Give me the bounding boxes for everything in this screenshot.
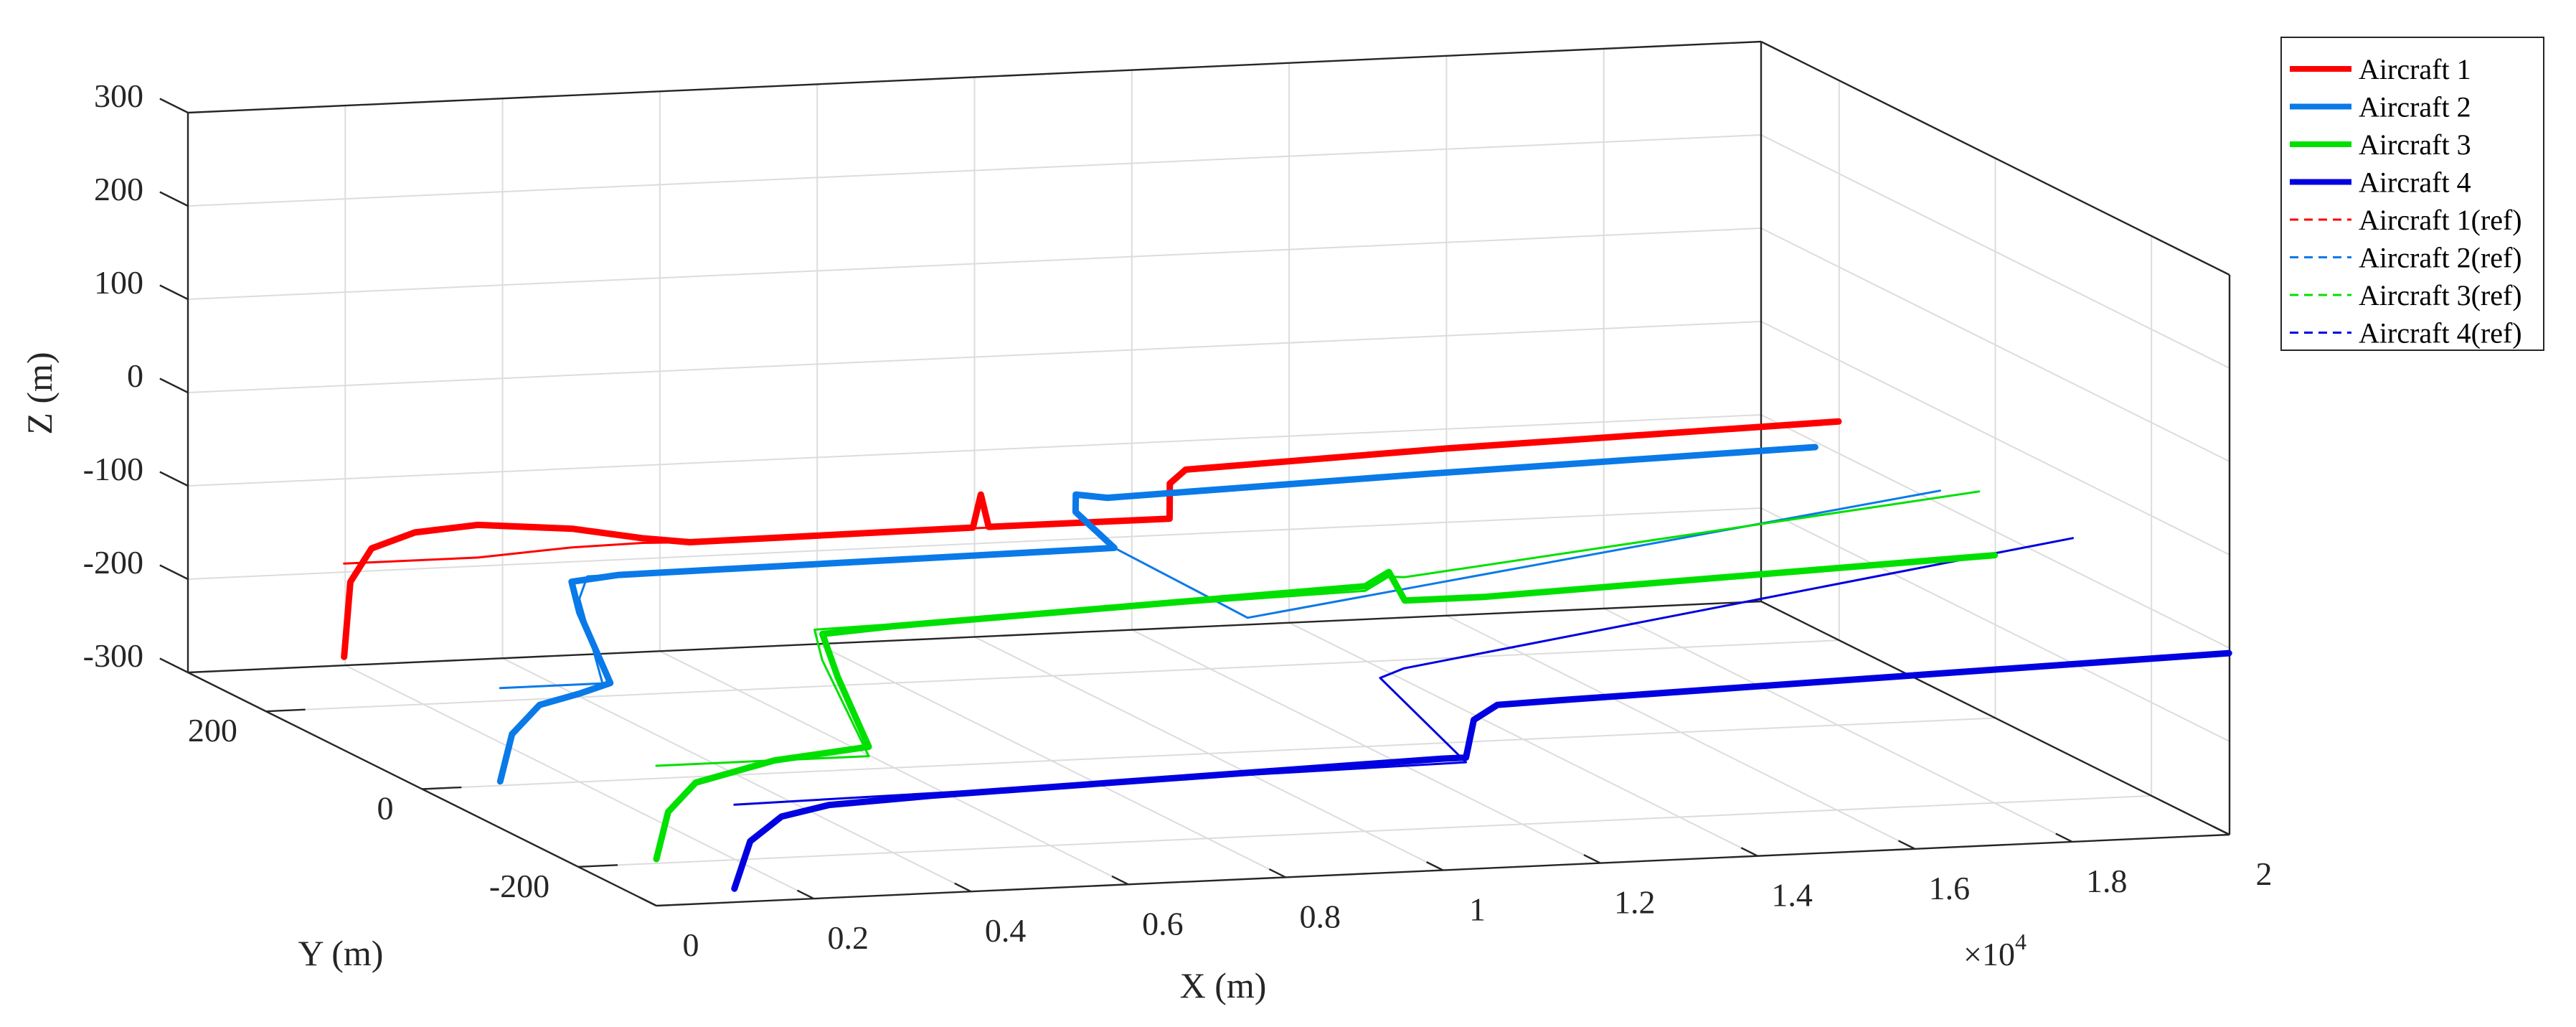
z-tick-mark (159, 657, 189, 674)
y-tick-mark (578, 864, 618, 868)
legend-label-aircraft-4: Aircraft 4 (2359, 167, 2471, 199)
legend-label-aircraft-3: Aircraft 3 (2359, 128, 2471, 161)
legend-label-aircraft-2-ref: Aircraft 2(ref) (2359, 242, 2522, 274)
x-tick-label: 1.6 (1929, 870, 1971, 906)
grid-line-z-back (187, 507, 1762, 580)
z-tick-label: -100 (83, 451, 143, 487)
grid-line-z-side (1760, 228, 2230, 462)
x-tick-mark (1111, 875, 1129, 886)
x-tick-label: 0 (683, 927, 699, 963)
x-tick-label: 0.6 (1142, 905, 1184, 942)
x-tick-mark (1740, 847, 1758, 857)
frame-edge (187, 40, 1762, 114)
legend-label-aircraft-3-ref: Aircraft 3(ref) (2359, 279, 2522, 311)
x-tick-mark (1898, 840, 1915, 850)
x-tick-mark (639, 896, 657, 907)
series-line-aircraft-1 (341, 418, 1842, 660)
grid-line-z-side (1760, 321, 2230, 555)
grid-line-z-side (1760, 134, 2230, 369)
x-tick-label: 1.2 (1614, 884, 1656, 921)
legend-label-aircraft-4-ref: Aircraft 4(ref) (2359, 317, 2522, 350)
grid-line-z-back (187, 321, 1762, 393)
z-tick-mark (159, 471, 189, 487)
z-tick-mark (159, 284, 189, 301)
legend-box (2280, 37, 2544, 351)
grid-line-y-floor (578, 794, 2152, 868)
legend-label-aircraft-1: Aircraft 1 (2359, 53, 2471, 85)
frame-edge (187, 600, 1762, 674)
x-tick-mark (1426, 861, 1444, 871)
z-tick-label: 0 (127, 357, 143, 394)
z-tick-mark (159, 377, 189, 394)
series-line-aircraft-3 (653, 552, 1999, 863)
grid-line-z-back (187, 228, 1762, 300)
grid-line-z-back (187, 134, 1762, 207)
legend-label-aircraft-1-ref: Aircraft 1(ref) (2359, 204, 2522, 236)
x-tick-mark (954, 882, 972, 893)
y-axis-label: Y (m) (298, 933, 384, 973)
z-tick-mark (159, 564, 189, 581)
x-tick-label: 0.8 (1299, 898, 1341, 934)
x-tick-mark (1268, 868, 1286, 878)
grid-line-y-floor (265, 639, 1839, 713)
grid-line-z-side (1760, 414, 2230, 649)
z-tick-label: -200 (83, 544, 143, 581)
z-tick-label: 300 (94, 78, 143, 114)
y-tick-label: -200 (489, 868, 549, 904)
y-tick-mark (265, 708, 306, 713)
series-line-aircraft-2 (496, 444, 1818, 785)
axis-ticks: 0 0.2 0.4 0.6 0.8 1 1.2 1.4 1.6 1.8 2 -200 0 200 -300 -… (83, 78, 2273, 963)
series-line-aircraft-4 (731, 650, 2232, 892)
grid-line-z-back (187, 414, 1762, 487)
x-tick-label: 0.2 (828, 919, 869, 956)
x-tick-label: 1.4 (1771, 877, 1813, 914)
grid-line-z-side (1760, 507, 2230, 742)
z-axis-label: Z (m) (19, 352, 60, 434)
z-tick-mark (159, 98, 189, 114)
x-tick-label: 1.8 (2086, 863, 2128, 899)
y-tick-mark (422, 786, 462, 790)
x-tick-label: 0.4 (985, 912, 1027, 949)
grid-line-y-floor (422, 717, 1996, 790)
x-tick-label: 1 (1469, 891, 1486, 928)
x-tick-mark (2055, 833, 2073, 843)
x-axis-label: X (m) (1180, 965, 1267, 1005)
legend-label-aircraft-2: Aircraft 2 (2359, 91, 2471, 123)
x-tick-mark (2212, 825, 2230, 836)
z-tick-mark (159, 191, 189, 207)
y-tick-label: 200 (188, 712, 237, 749)
frame-edge (1760, 600, 2230, 836)
frame-edge (1760, 40, 2230, 276)
z-tick-label: -300 (83, 637, 143, 674)
x-multiplier-label: ×104 (1963, 929, 2027, 972)
x-tick-mark (796, 889, 814, 900)
legend: Aircraft 1 Aircraft 2 Aircraft 3 Aircraft 4… (2280, 37, 2544, 351)
x-tick-label: 2 (2256, 855, 2273, 892)
y-tick-label: 0 (377, 790, 394, 827)
x-tick-mark (1583, 854, 1601, 864)
series-lines (341, 418, 2232, 892)
z-tick-label: 200 (94, 171, 143, 207)
z-tick-label: 100 (94, 264, 143, 301)
